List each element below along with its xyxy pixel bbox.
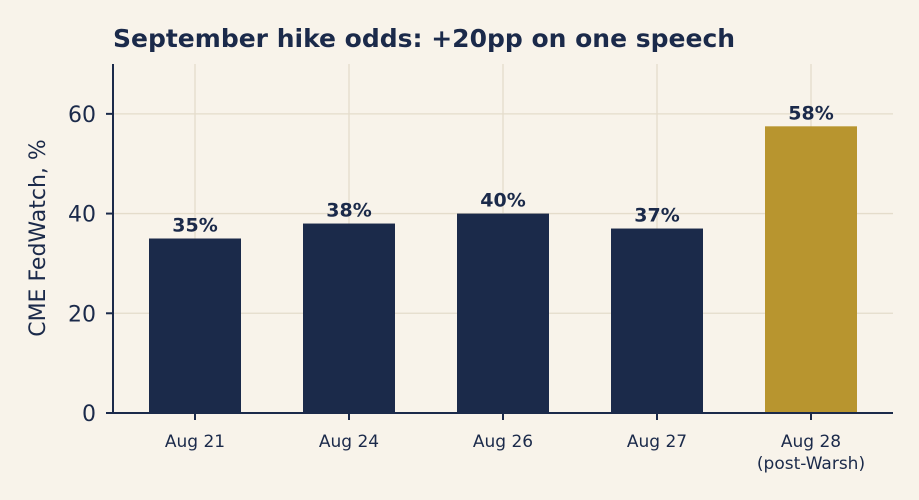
data-label: 37% [634,205,679,227]
y-tick-label: 40 [68,203,96,228]
axes [106,64,893,420]
y-tick-label: 20 [68,302,96,327]
bar [457,213,549,413]
data-label: 40% [480,190,525,212]
x-tick-label: Aug 26 [473,432,533,452]
data-label: 38% [326,200,371,222]
bars [149,126,857,414]
x-tick-label: Aug 27 [627,432,687,452]
x-tick-label: (post-Warsh) [757,454,865,474]
data-label: 35% [172,215,217,237]
labels: 0 20 40 60 Aug 21 35% Aug 24 38% Aug 26 40% Aug 27… [68,102,865,474]
x-tick-label: Aug 21 [165,432,225,452]
bar [765,126,857,414]
y-axis-label: CME FedWatch, % [26,139,51,337]
x-tick-label: Aug 28 [781,432,841,452]
bar [303,223,395,413]
chart-title: September hike odds: +20pp on one speech [113,24,735,53]
bar [149,238,241,413]
bar [611,228,703,413]
y-tick-label: 60 [68,103,96,128]
y-tick-label: 0 [82,402,96,427]
x-tick-label: Aug 24 [319,432,379,452]
data-label: 58% [788,102,833,124]
